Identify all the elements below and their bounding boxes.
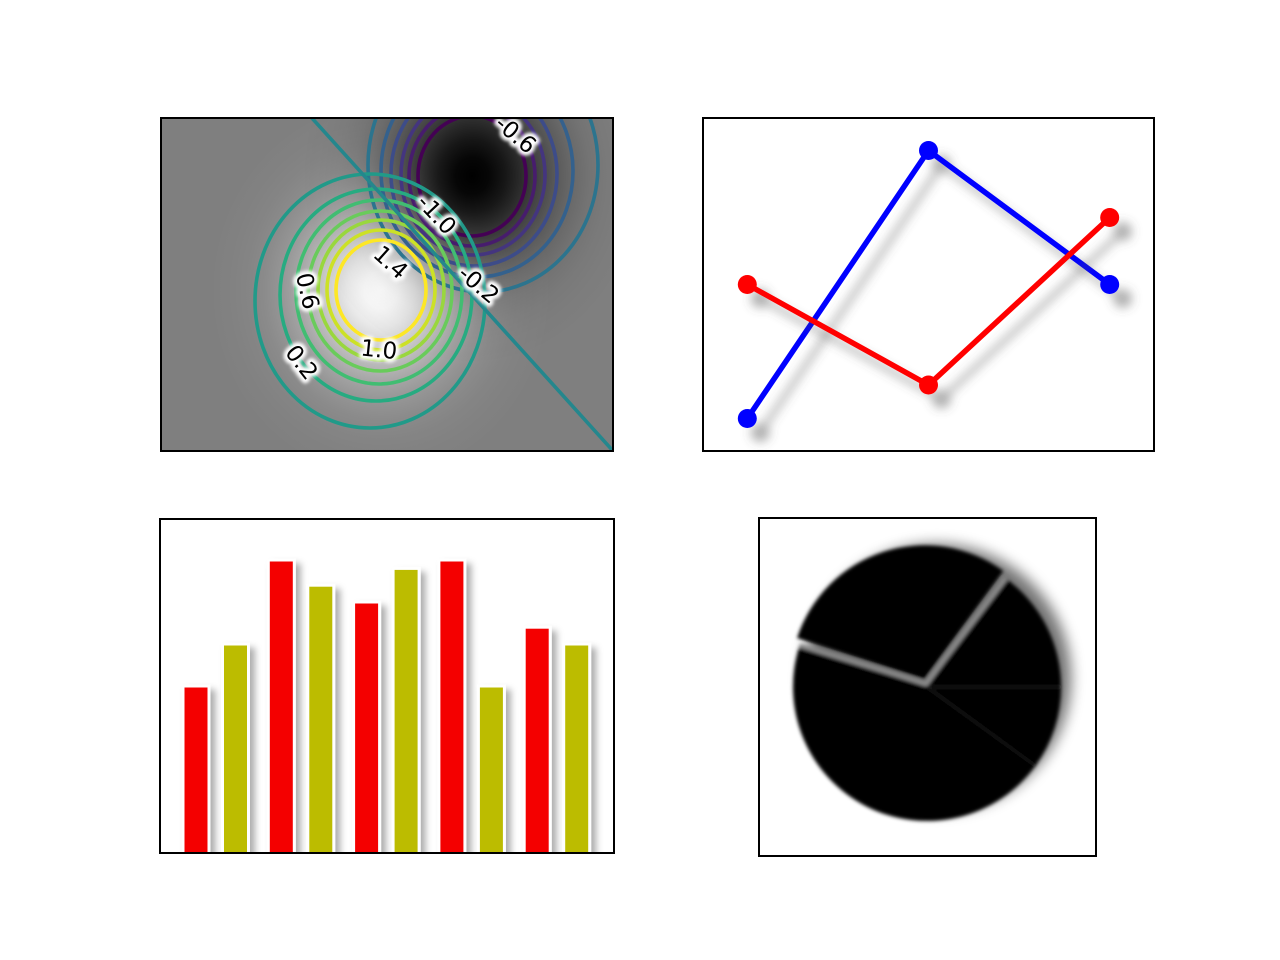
svg-text:1.0: 1.0 [359, 335, 398, 365]
red-bars-bar-3 [352, 600, 382, 854]
red-bars-bar-1 [181, 684, 211, 854]
red-bars-bar-2 [266, 558, 296, 854]
pie-wedges-group [793, 545, 1061, 821]
yellow-bars-bar-3 [391, 566, 421, 854]
red-line-marker [919, 375, 938, 395]
pie-wedge-10pct [927, 687, 1061, 766]
contour-level-1.4 [334, 238, 428, 342]
lines-axes-border [702, 117, 1155, 452]
contour-level--0.6 [389, 117, 559, 268]
pie-explode-gap-line [924, 577, 1008, 686]
pie-chart-panel [758, 517, 1097, 857]
pie-wedge-seam-line [926, 686, 1036, 767]
red-line-series [737, 208, 1120, 395]
line-plot-background [702, 117, 1155, 452]
red-bars-bar-5 [522, 625, 552, 854]
blue-line-marker [737, 409, 757, 428]
contour-level-0.8 [306, 209, 454, 373]
yellow-bars-bar-4 [476, 684, 506, 854]
pie-wedge-30pct [797, 545, 1004, 680]
contour-level--0.4 [379, 117, 575, 279]
blue-line-marker [919, 141, 938, 160]
contour-level-1 [316, 218, 446, 362]
pie-wedge-45pct [793, 645, 1036, 821]
pie-wedge-15pct [927, 578, 1061, 687]
pie-axes-border [758, 517, 1097, 857]
contour-level-0.2 [253, 172, 487, 430]
pie-explode-gap-line [798, 643, 927, 687]
red-line-marker [737, 275, 757, 294]
red-line-marker [1100, 208, 1120, 227]
line-plot-panel [702, 117, 1155, 452]
blue-line-marker [1100, 275, 1120, 294]
contour-lines [253, 117, 614, 452]
contour-axes-border [160, 117, 614, 452]
bar-chart-panel [159, 518, 615, 854]
yellow-bars-bar-1 [221, 642, 250, 854]
svg-text:1.0: 1.0 [359, 335, 398, 365]
contour-level-0.6 [294, 198, 464, 386]
contour-label: 1.01.0 [356, 332, 402, 369]
bars-axes-border [159, 518, 615, 854]
contour-plot-panel: -0.6 -0.6 -1.0 -1.0 -0.2 -0.2 1.4 1.4 0.6 0.6 0.2 0… [160, 117, 614, 452]
contour-zero-line [309, 117, 614, 452]
contour-level--1.2 [416, 117, 528, 238]
contour-level-1.2 [325, 228, 437, 352]
red-bars-bar-4 [437, 558, 467, 854]
yellow-bars-bar-5 [562, 642, 592, 854]
contour-level--0.8 [399, 117, 547, 257]
yellow-bars-bar-2 [306, 583, 336, 854]
blue-line-series [737, 141, 1120, 428]
